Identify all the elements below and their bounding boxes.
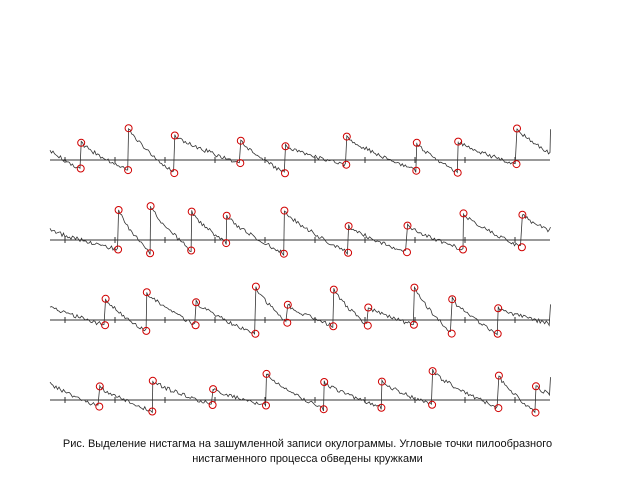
corner-marker: [377, 403, 386, 412]
figure-caption: Рис. Выделение нистагма на зашумленной з…: [40, 437, 575, 467]
corner-marker: [363, 321, 372, 330]
corner-marker: [95, 382, 104, 391]
corner-marker: [124, 166, 133, 175]
corner-marker: [101, 294, 110, 303]
corner-marker: [364, 303, 373, 312]
corner-marker: [142, 326, 151, 335]
corner-marker: [377, 377, 386, 386]
corner-marker: [251, 282, 260, 291]
corner-marker: [412, 138, 421, 147]
corner-marker: [494, 304, 503, 313]
corner-marker: [146, 202, 155, 211]
corner-marker: [222, 239, 231, 248]
corner-marker: [428, 400, 437, 409]
corner-marker: [281, 142, 290, 151]
corner-marker: [170, 169, 179, 178]
caption-line: нистагменного процесса обведены кружками: [192, 453, 423, 465]
corner-marker: [517, 243, 526, 252]
corner-marker: [329, 285, 338, 294]
signal-trace: [49, 206, 551, 256]
corner-marker: [459, 245, 467, 254]
corner-marker: [513, 124, 521, 133]
corner-marker: [532, 382, 540, 391]
corner-marker: [170, 131, 179, 140]
corner-marker: [342, 160, 351, 169]
corner-marker: [454, 137, 463, 146]
corner-marker: [114, 206, 123, 214]
caption-line: Рис. Выделение нистагма на зашумленной з…: [62, 438, 553, 450]
corner-marker: [101, 321, 110, 330]
corner-marker: [459, 209, 468, 218]
signal-trace: [49, 368, 551, 414]
corner-marker: [236, 136, 245, 145]
corner-marker: [251, 329, 260, 338]
corner-marker: [142, 288, 151, 297]
corner-marker: [187, 246, 196, 255]
corner-marker: [494, 404, 503, 413]
corner-marker: [344, 222, 353, 231]
corner-marker: [148, 407, 157, 416]
corner-marker: [192, 298, 201, 307]
corner-marker: [281, 169, 289, 178]
corner-marker: [262, 401, 270, 410]
corner-marker: [262, 369, 271, 378]
corner-marker: [518, 210, 527, 219]
corner-marker: [148, 376, 157, 385]
corner-marker: [447, 329, 456, 338]
corner-marker: [146, 249, 155, 258]
corner-marker: [494, 371, 503, 380]
corner-marker: [279, 249, 288, 258]
corner-marker: [453, 168, 462, 177]
corner-marker: [409, 320, 418, 329]
oculogram-figure: [49, 124, 551, 417]
signal-trace: [49, 285, 551, 336]
corner-marker: [114, 245, 123, 254]
corner-marker: [403, 221, 412, 230]
corner-marker: [208, 401, 217, 409]
corner-marker: [95, 402, 104, 411]
corner-marker: [280, 206, 289, 215]
corner-marker: [76, 164, 85, 173]
corner-marker: [222, 211, 231, 220]
corner-marker: [342, 132, 351, 141]
corner-marker: [319, 405, 328, 414]
corner-marker: [329, 322, 338, 331]
corner-marker: [344, 248, 353, 257]
corner-marker: [209, 385, 218, 394]
corner-marker: [448, 295, 457, 304]
corner-marker: [320, 378, 329, 386]
corner-marker: [191, 321, 200, 330]
corner-marker: [412, 166, 421, 175]
corner-marker: [493, 329, 502, 338]
corner-marker: [428, 367, 437, 376]
corner-marker: [236, 159, 245, 168]
corner-marker: [410, 283, 419, 292]
corner-marker: [77, 138, 86, 147]
signal-trace: [49, 128, 551, 174]
corner-marker: [403, 248, 411, 257]
corner-marker: [283, 300, 292, 309]
corner-marker: [283, 318, 292, 327]
corner-marker: [124, 124, 133, 133]
corner-marker: [512, 160, 521, 169]
corner-marker: [187, 207, 196, 216]
corner-marker: [531, 408, 540, 417]
